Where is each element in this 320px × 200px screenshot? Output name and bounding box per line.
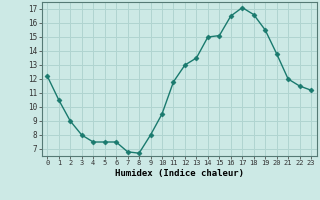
X-axis label: Humidex (Indice chaleur): Humidex (Indice chaleur)	[115, 169, 244, 178]
